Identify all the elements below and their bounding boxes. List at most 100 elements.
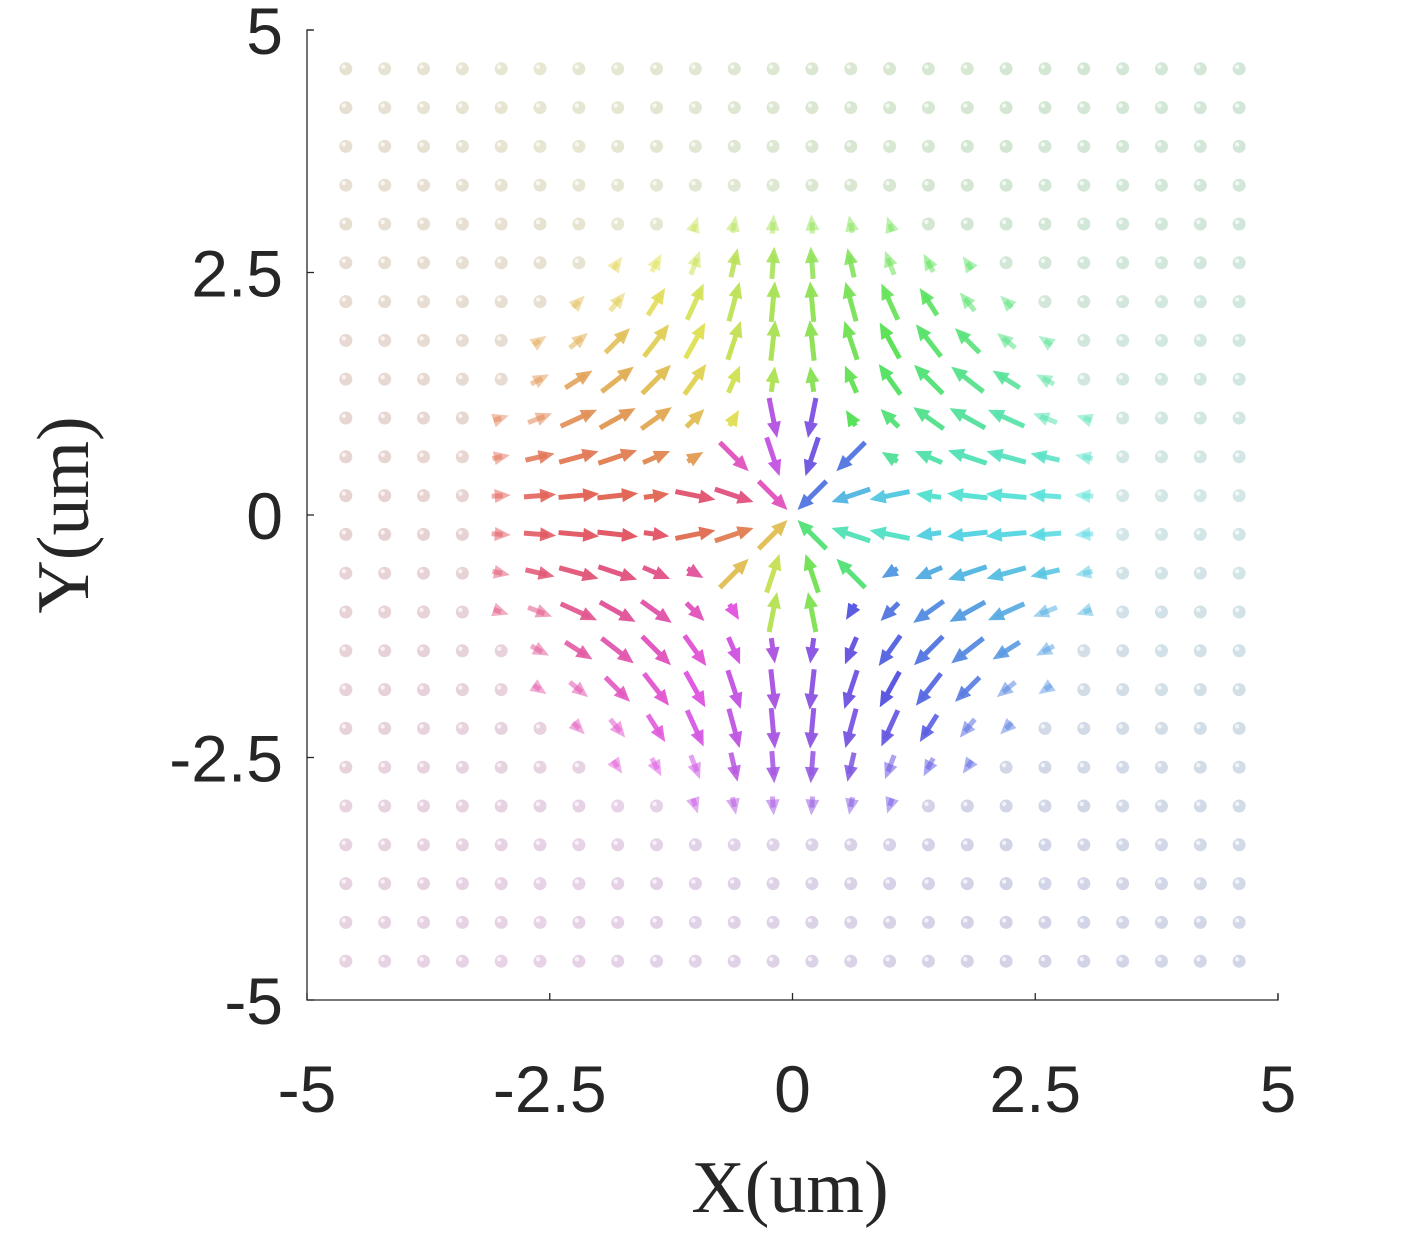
y-axis-ticks: -5 -2.5 0 2.5 5 (169, 0, 314, 1038)
field-arrow (1116, 605, 1130, 619)
field-arrow (1116, 450, 1130, 464)
field-arrow (642, 671, 670, 706)
field-arrow (1077, 799, 1091, 813)
field-arrow (1154, 372, 1168, 386)
field-arrow (1038, 838, 1052, 852)
field-arrow (880, 601, 901, 622)
field-arrow (523, 527, 557, 542)
field-arrow (949, 408, 987, 431)
field-arrow (455, 799, 469, 813)
field-arrow (884, 754, 898, 780)
field-arrow (727, 752, 741, 782)
field-arrow (417, 295, 431, 309)
field-arrow (417, 954, 431, 968)
field-arrow (1193, 527, 1207, 541)
field-arrow (718, 440, 749, 472)
field-arrow (603, 328, 631, 355)
field-arrow (524, 450, 555, 464)
field-arrow (765, 637, 780, 664)
field-arrow (572, 877, 586, 891)
field-arrow (1077, 372, 1091, 386)
field-arrow (804, 246, 819, 280)
field-arrow (1154, 954, 1168, 968)
field-arrow (1232, 683, 1246, 697)
field-arrow (417, 62, 431, 76)
field-arrow (805, 366, 820, 393)
field-arrow (1154, 838, 1168, 852)
field-arrow (529, 641, 550, 656)
field-arrow (913, 407, 946, 431)
field-arrow (1038, 62, 1052, 76)
field-arrow (1030, 566, 1061, 580)
field-arrow (1074, 489, 1094, 504)
x-axis-title: X(um) (691, 1147, 888, 1229)
field-arrow (1193, 62, 1207, 76)
field-arrow (883, 62, 897, 76)
field-arrow (921, 838, 935, 852)
field-arrow (845, 215, 860, 234)
field-arrow (417, 799, 431, 813)
field-arrow (724, 410, 739, 428)
field-arrow (1232, 489, 1246, 503)
field-arrow (1232, 217, 1246, 231)
field-arrow (1154, 605, 1168, 619)
field-arrow (558, 527, 600, 542)
field-arrow (1232, 372, 1246, 386)
field-arrow (985, 527, 1027, 542)
field-arrow (921, 877, 935, 891)
field-arrow (725, 796, 740, 815)
field-arrow (1193, 372, 1207, 386)
y-axis-line (306, 29, 1279, 1001)
field-arrow (1154, 915, 1168, 929)
field-arrow (803, 436, 821, 477)
field-arrow (455, 178, 469, 192)
field-arrow (639, 599, 672, 623)
field-arrow (805, 877, 819, 891)
field-arrow (339, 295, 353, 309)
field-arrow (881, 709, 901, 747)
field-arrow (417, 605, 431, 619)
field-arrow (1154, 217, 1168, 231)
field-arrow (1193, 760, 1207, 774)
field-arrow (1154, 256, 1168, 270)
field-arrow (884, 250, 898, 276)
field-arrow (725, 669, 743, 709)
field-arrow (339, 915, 353, 929)
field-arrow (1077, 256, 1091, 270)
field-arrow (417, 838, 431, 852)
field-arrow (491, 602, 509, 617)
field-arrow (491, 564, 510, 579)
field-arrow (1116, 915, 1130, 929)
field-arrow (1232, 139, 1246, 153)
field-arrow (985, 488, 1027, 503)
field-arrow (611, 915, 625, 929)
field-arrow (650, 838, 664, 852)
field-arrow (1193, 877, 1207, 891)
field-arrow (378, 683, 392, 697)
field-arrow (718, 558, 749, 590)
field-arrow (766, 62, 780, 76)
field-arrow (378, 838, 392, 852)
field-arrow (455, 683, 469, 697)
field-arrow (688, 62, 702, 76)
field-arrow (1038, 799, 1052, 813)
field-arrow (1077, 333, 1091, 347)
field-arrow (572, 101, 586, 115)
field-arrow (417, 644, 431, 658)
field-arrow (1193, 333, 1207, 347)
field-arrow (881, 563, 900, 578)
field-arrow (844, 178, 858, 192)
field-arrow (455, 527, 469, 541)
field-arrow (844, 877, 858, 891)
field-arrow (688, 838, 702, 852)
field-arrow (559, 409, 598, 429)
field-arrow (527, 604, 552, 618)
field-arrow (1077, 760, 1091, 774)
field-arrow (1154, 760, 1168, 774)
field-arrow (1232, 915, 1246, 929)
field-arrow (805, 214, 820, 234)
field-arrow (533, 139, 547, 153)
field-arrow (650, 178, 664, 192)
field-arrow (378, 799, 392, 813)
field-arrow (1232, 838, 1246, 852)
